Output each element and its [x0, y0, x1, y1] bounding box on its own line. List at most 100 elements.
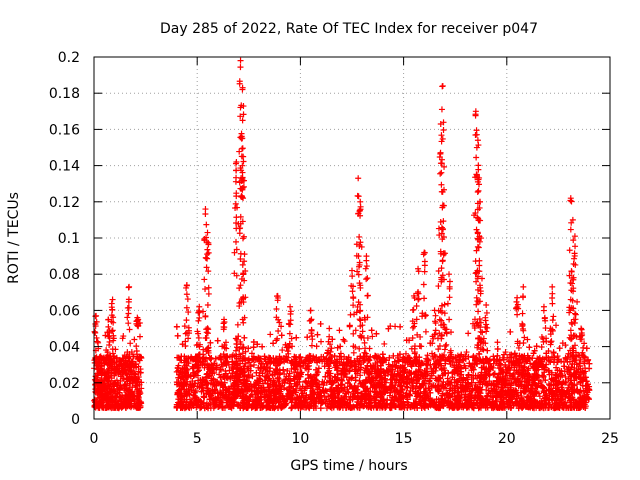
roti-point	[336, 327, 343, 334]
roti-point	[92, 399, 99, 406]
roti-point	[278, 323, 285, 330]
roti-point	[101, 367, 108, 374]
roti-point	[128, 367, 135, 374]
roti-point	[536, 393, 543, 400]
roti-point	[232, 347, 239, 354]
roti-point	[323, 396, 330, 403]
roti-point	[211, 360, 218, 367]
roti-point	[534, 384, 541, 391]
roti-point	[357, 372, 364, 379]
roti-point	[256, 372, 263, 379]
roti-point	[250, 338, 257, 345]
roti-point	[397, 323, 404, 330]
roti-point	[361, 369, 368, 376]
roti-point	[276, 376, 283, 383]
roti-point	[391, 394, 398, 401]
roti-point	[101, 356, 108, 363]
roti-point	[327, 403, 334, 410]
roti-point	[508, 380, 515, 387]
roti-point	[420, 381, 427, 388]
roti-point	[103, 384, 110, 391]
roti-point	[207, 339, 214, 346]
roti-point	[369, 333, 376, 340]
roti-point	[254, 341, 261, 348]
roti-point	[95, 395, 102, 402]
roti-point	[486, 378, 493, 385]
roti-point	[530, 350, 537, 357]
roti-point	[553, 364, 560, 371]
roti-point	[412, 400, 419, 407]
roti-point	[474, 397, 481, 404]
roti-point	[323, 405, 330, 412]
roti-point	[494, 374, 501, 381]
roti-point	[102, 394, 109, 401]
roti-point	[363, 396, 370, 403]
roti-point	[350, 390, 357, 397]
roti-point	[586, 386, 593, 393]
roti-point	[311, 400, 318, 407]
roti-point	[573, 361, 580, 368]
roti-point	[338, 384, 345, 391]
roti-point	[366, 357, 373, 364]
roti-point	[94, 374, 101, 381]
roti-point	[521, 363, 528, 370]
roti-point	[106, 395, 113, 402]
roti-point	[314, 331, 321, 338]
roti-point	[114, 404, 121, 411]
roti-point	[562, 355, 569, 362]
roti-point	[513, 387, 520, 394]
roti-point	[531, 347, 538, 354]
roti-point	[553, 322, 560, 329]
roti-point	[264, 380, 271, 387]
roti-point	[291, 402, 298, 409]
data-points	[91, 57, 593, 412]
roti-point	[299, 390, 306, 397]
roti-point	[128, 396, 135, 403]
roti-point	[329, 386, 336, 393]
roti-point	[562, 399, 569, 406]
roti-point	[213, 365, 220, 372]
roti-point	[527, 360, 534, 367]
roti-point	[103, 404, 110, 411]
roti-point	[499, 376, 506, 383]
roti-point	[573, 368, 580, 375]
roti-point	[345, 354, 352, 361]
roti-point	[123, 382, 130, 389]
roti-point	[198, 388, 205, 395]
roti-point	[402, 350, 409, 357]
roti-point	[565, 384, 572, 391]
roti-point	[121, 367, 128, 374]
roti-point	[219, 363, 226, 370]
roti-point	[123, 401, 130, 408]
roti-point	[483, 365, 490, 372]
roti-point	[357, 366, 364, 373]
roti-point	[126, 326, 133, 333]
roti-point	[113, 393, 120, 400]
roti-point	[120, 367, 127, 374]
roti-point	[483, 380, 490, 387]
roti-point	[98, 383, 105, 390]
roti-point	[332, 374, 339, 381]
roti-point	[427, 389, 434, 396]
roti-point	[245, 345, 252, 352]
roti-point	[363, 353, 370, 360]
grid-lines	[94, 57, 610, 419]
roti-point	[102, 374, 109, 381]
roti-point	[507, 354, 514, 361]
roti-point	[131, 397, 138, 404]
roti-point	[440, 384, 447, 391]
roti-point	[192, 380, 199, 387]
roti-point	[386, 354, 393, 361]
roti-point	[125, 386, 132, 393]
roti-point	[356, 345, 363, 352]
roti-point	[395, 357, 402, 364]
roti-point	[267, 365, 274, 372]
roti-point	[204, 387, 211, 394]
roti-point	[554, 353, 561, 360]
roti-point	[371, 402, 378, 409]
roti-point	[331, 373, 338, 380]
roti-point	[577, 379, 584, 386]
roti-point	[236, 377, 243, 384]
roti-point	[217, 398, 224, 405]
roti-point	[405, 354, 412, 361]
